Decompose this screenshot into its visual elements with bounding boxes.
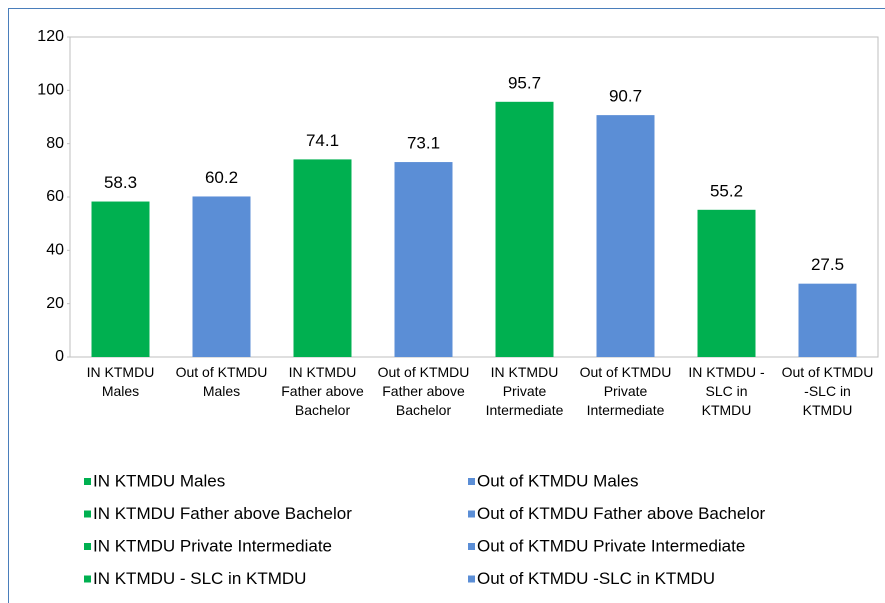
- data-label: 58.3: [104, 173, 137, 192]
- y-tick-label: 80: [46, 135, 64, 152]
- legend-label: IN KTMDU Father above Bachelor: [93, 504, 352, 523]
- x-tick-label: IN KTMDU Father above Bachelor: [281, 364, 364, 418]
- legend-label: Out of KTMDU -SLC in KTMDU: [477, 569, 715, 588]
- x-tick-label: Out of KTMDU Males: [175, 364, 268, 399]
- x-tick-label: Out of KTMDU Father above Bachelor: [377, 364, 470, 418]
- bar: [596, 115, 655, 357]
- bar: [293, 159, 352, 357]
- data-label: 27.5: [811, 255, 844, 274]
- x-tick-label-box: Out of KTMDU -SLC in KTMDU: [781, 364, 874, 418]
- x-tick-label-box: IN KTMDU Father above Bachelor: [281, 364, 364, 418]
- y-tick-label: 20: [46, 295, 64, 312]
- bar: [91, 201, 150, 357]
- bar: [394, 162, 453, 357]
- bar: [798, 283, 857, 357]
- x-tick-label: Out of KTMDU Private Intermediate: [579, 364, 672, 418]
- legend-swatch: [468, 478, 475, 485]
- legend-swatch: [84, 478, 91, 485]
- legend-label: IN KTMDU - SLC in KTMDU: [93, 569, 306, 588]
- bar: [495, 101, 554, 357]
- x-tick-label-box: Out of KTMDU Private Intermediate: [579, 364, 672, 418]
- legend-label: Out of KTMDU Father above Bachelor: [477, 504, 766, 523]
- data-label: 60.2: [205, 168, 238, 187]
- data-label: 73.1: [407, 134, 440, 153]
- y-tick-label: 60: [46, 188, 64, 205]
- y-tick-label: 120: [37, 28, 64, 45]
- legend-label: IN KTMDU Private Intermediate: [93, 536, 332, 555]
- frame: [8, 8, 885, 603]
- x-tick-label: IN KTMDU Males: [86, 364, 155, 399]
- legend-label: Out of KTMDU Males: [477, 471, 639, 490]
- x-tick-label: IN KTMDU - SLC in KTMDU: [688, 364, 765, 418]
- y-tick-label: 40: [46, 242, 64, 259]
- x-tick-label: IN KTMDU Private Intermediate: [485, 364, 564, 418]
- y-tick-label: 100: [37, 82, 64, 99]
- bar: [192, 196, 251, 357]
- legend-swatch: [84, 575, 91, 583]
- x-tick-label-box: Out of KTMDU Father above Bachelor: [377, 364, 470, 418]
- legend-label: IN KTMDU Males: [93, 471, 225, 490]
- data-label: 55.2: [710, 181, 743, 200]
- data-label: 95.7: [508, 73, 541, 92]
- x-tick-label-box: IN KTMDU - SLC in KTMDU: [688, 364, 765, 418]
- data-label: 90.7: [609, 87, 642, 106]
- x-tick-label: Out of KTMDU -SLC in KTMDU: [781, 364, 874, 418]
- x-tick-label-box: Out of KTMDU Males: [175, 364, 268, 399]
- legend-swatch: [84, 510, 91, 518]
- y-tick-label: 0: [55, 348, 64, 365]
- legend-swatch: [468, 575, 475, 583]
- legend-swatch: [468, 543, 475, 550]
- bar: [697, 209, 756, 357]
- legend-swatch: [84, 543, 91, 550]
- legend-swatch: [468, 510, 475, 518]
- x-tick-label-box: IN KTMDU Private Intermediate: [485, 364, 564, 418]
- legend-label: Out of KTMDU Private Intermediate: [477, 536, 745, 555]
- data-label: 74.1: [306, 131, 339, 150]
- plot-area: [69, 36, 879, 358]
- x-tick-label-box: IN KTMDU Males: [86, 364, 155, 399]
